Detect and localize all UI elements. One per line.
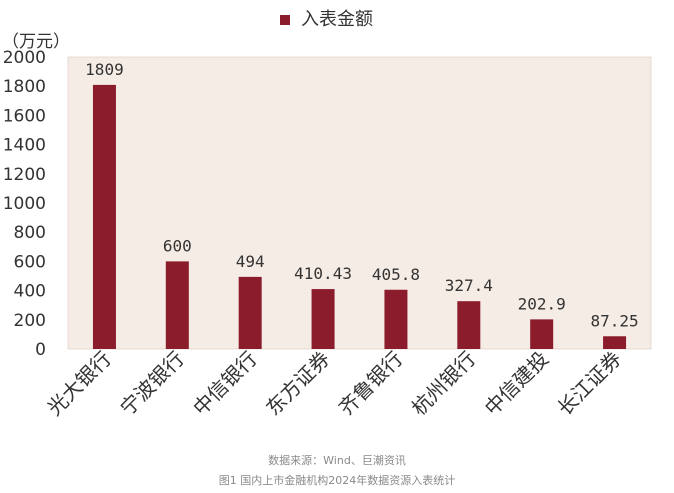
data-label: 1809 [85,60,124,79]
y-tick-label: 1800 [3,77,46,97]
x-category-label: 中信建投 [480,347,554,421]
data-label: 405.8 [372,265,420,284]
x-category-label: 宁波银行 [115,347,189,421]
bar [603,336,627,349]
data-label: 87.25 [590,311,638,330]
y-tick-label: 600 [14,252,46,272]
y-tick-label: 1600 [3,106,46,126]
x-category-label: 杭州银行 [407,347,481,421]
data-label: 494 [236,252,265,271]
bar [457,301,481,349]
plot-area [67,56,652,350]
bar [92,84,116,350]
bar [530,319,554,349]
data-label: 327.4 [445,276,493,295]
y-unit-label: （万元） [2,32,70,52]
y-tick-label: 2000 [3,48,46,68]
bar [165,261,189,349]
y-tick-label: 1200 [3,165,46,185]
figure-caption: 图1 国内上市金融机构2024年数据资源入表统计 [218,474,456,487]
data-label: 410.43 [294,264,352,283]
y-tick-label: 0 [35,340,46,360]
y-tick-label: 800 [14,223,46,243]
legend-swatch [280,15,290,25]
y-tick-label: 1400 [3,136,46,156]
x-category-label: 光大银行 [42,347,116,421]
x-category-label: 东方证券 [261,347,335,421]
bar [384,289,408,349]
y-tick-label: 200 [14,311,46,331]
bar [311,289,335,349]
bar [238,276,262,349]
data-label: 202.9 [518,294,566,313]
y-tick-label: 400 [14,282,46,302]
data-label: 600 [163,236,192,255]
source-note: 数据来源：Wind、巨潮资讯 [268,454,406,467]
x-category-label: 齐鲁银行 [334,347,408,421]
y-tick-label: 1000 [3,194,46,214]
legend-label: 入表金额 [301,9,373,30]
x-category-label: 中信银行 [188,347,262,421]
x-category-label: 长江证券 [553,347,627,421]
